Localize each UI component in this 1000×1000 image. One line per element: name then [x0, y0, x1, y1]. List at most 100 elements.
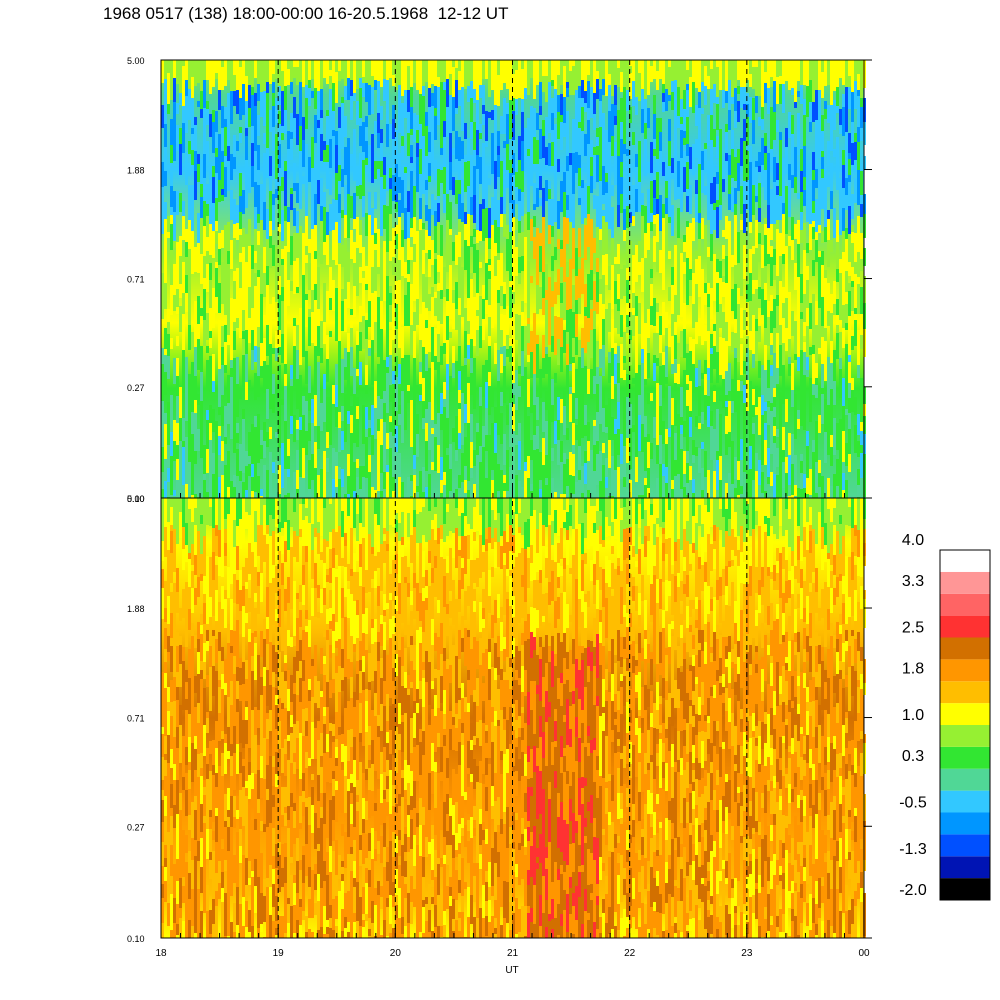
- heatmap-cell: [209, 852, 212, 860]
- heatmap-cell: [821, 297, 824, 326]
- heatmap-cell: [467, 383, 470, 403]
- heatmap-cell: [272, 82, 275, 93]
- heatmap-cell: [251, 498, 254, 504]
- heatmap-cell: [164, 736, 167, 742]
- heatmap-cell: [698, 213, 701, 223]
- heatmap-cell: [200, 372, 203, 386]
- heatmap-cell: [401, 136, 404, 146]
- heatmap-cell: [458, 71, 461, 90]
- heatmap-cell: [365, 60, 368, 74]
- heatmap-cell: [209, 356, 212, 385]
- heatmap-cell: [416, 60, 419, 90]
- heatmap-cell: [422, 401, 425, 418]
- heatmap-cell: [551, 379, 554, 405]
- heatmap-cell: [305, 85, 308, 98]
- heatmap-cell: [236, 423, 239, 433]
- heatmap-cell: [503, 282, 506, 294]
- heatmap-cell: [569, 245, 572, 259]
- heatmap-cell: [764, 370, 767, 384]
- heatmap-cell: [329, 267, 332, 298]
- heatmap-cell: [509, 260, 512, 281]
- heatmap-cell: [194, 707, 197, 736]
- heatmap-cell: [383, 360, 386, 391]
- heatmap-cell: [200, 524, 203, 554]
- heatmap-cell: [845, 239, 848, 262]
- heatmap-cell: [491, 110, 494, 120]
- heatmap-cell: [782, 203, 785, 214]
- heatmap-cell: [245, 858, 248, 885]
- heatmap-cell: [389, 330, 392, 355]
- heatmap-cell: [227, 471, 230, 487]
- heatmap-cell: [206, 449, 209, 467]
- heatmap-cell: [671, 81, 674, 92]
- heatmap-cell: [824, 207, 827, 227]
- heatmap-cell: [503, 204, 506, 214]
- heatmap-cell: [521, 376, 524, 396]
- heatmap-cell: [161, 187, 164, 213]
- heatmap-cell: [488, 372, 491, 386]
- heatmap-cell: [170, 186, 173, 207]
- heatmap-cell: [380, 177, 383, 207]
- heatmap-cell: [197, 531, 200, 549]
- heatmap-cell: [455, 416, 458, 422]
- heatmap-cell: [413, 186, 416, 217]
- heatmap-cell: [275, 774, 278, 787]
- heatmap-cell: [284, 787, 287, 807]
- heatmap-cell: [230, 827, 233, 838]
- heatmap-cell: [257, 770, 260, 799]
- heatmap-cell: [191, 743, 194, 774]
- heatmap-cell: [272, 394, 275, 413]
- heatmap-cell: [296, 450, 299, 470]
- heatmap-cell: [731, 255, 734, 267]
- heatmap-cell: [833, 474, 836, 483]
- heatmap-cell: [788, 164, 791, 180]
- heatmap-cell: [416, 180, 419, 192]
- heatmap-cell: [644, 150, 647, 157]
- heatmap-cell: [329, 403, 332, 422]
- heatmap-cell: [560, 318, 563, 347]
- heatmap-cell: [683, 348, 686, 358]
- heatmap-cell: [233, 384, 236, 406]
- heatmap-cell: [494, 453, 497, 481]
- heatmap-cell: [371, 340, 374, 364]
- heatmap-cell: [440, 305, 443, 324]
- heatmap-cell: [599, 490, 602, 498]
- heatmap-cell: [299, 375, 302, 382]
- heatmap-cell: [788, 180, 791, 188]
- heatmap-cell: [647, 434, 650, 442]
- heatmap-cell: [602, 465, 605, 485]
- heatmap-cell: [338, 134, 341, 165]
- heatmap-cell: [599, 294, 602, 325]
- heatmap-cell: [230, 91, 233, 106]
- heatmap-cell: [191, 522, 194, 544]
- heatmap-cell: [269, 479, 272, 498]
- heatmap-cell: [593, 426, 596, 445]
- heatmap-cell: [209, 467, 212, 497]
- heatmap-cell: [761, 76, 764, 107]
- heatmap-cell: [848, 291, 851, 316]
- heatmap-cell: [353, 430, 356, 443]
- heatmap-cell: [194, 60, 197, 86]
- heatmap-cell: [260, 778, 263, 798]
- heatmap-cell: [209, 405, 212, 423]
- heatmap-cell: [845, 195, 848, 210]
- heatmap-cell: [494, 161, 497, 189]
- heatmap-cell: [218, 680, 221, 687]
- heatmap-cell: [185, 897, 188, 920]
- heatmap-cell: [614, 105, 617, 116]
- heatmap-cell: [836, 137, 839, 164]
- heatmap-cell: [839, 60, 842, 78]
- heatmap-cell: [611, 348, 614, 376]
- heatmap-cell: [443, 60, 446, 82]
- heatmap-cell: [182, 513, 185, 527]
- heatmap-cell: [374, 80, 377, 90]
- heatmap-cell: [815, 60, 818, 71]
- heatmap-cell: [467, 321, 470, 334]
- heatmap-cell: [284, 271, 287, 284]
- heatmap-cell: [302, 157, 305, 167]
- heatmap-cell: [206, 420, 209, 449]
- heatmap-cell: [563, 172, 566, 192]
- heatmap-cell: [263, 631, 266, 639]
- heatmap-cell: [674, 60, 677, 80]
- heatmap-cell: [167, 522, 170, 550]
